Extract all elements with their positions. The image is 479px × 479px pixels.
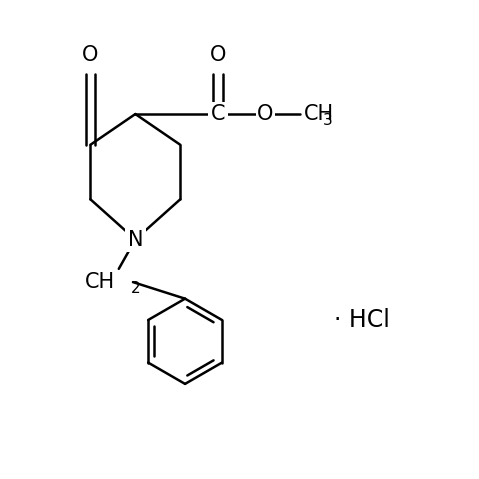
Text: · HCl: · HCl <box>334 308 390 332</box>
Text: O: O <box>210 46 227 65</box>
Text: N: N <box>127 229 143 250</box>
Text: 2: 2 <box>131 281 141 296</box>
Text: CH: CH <box>85 272 115 292</box>
Text: CH: CH <box>303 104 333 124</box>
Text: 3: 3 <box>322 113 332 128</box>
Text: O: O <box>257 104 274 124</box>
Text: C: C <box>211 104 226 124</box>
Text: O: O <box>82 46 99 65</box>
